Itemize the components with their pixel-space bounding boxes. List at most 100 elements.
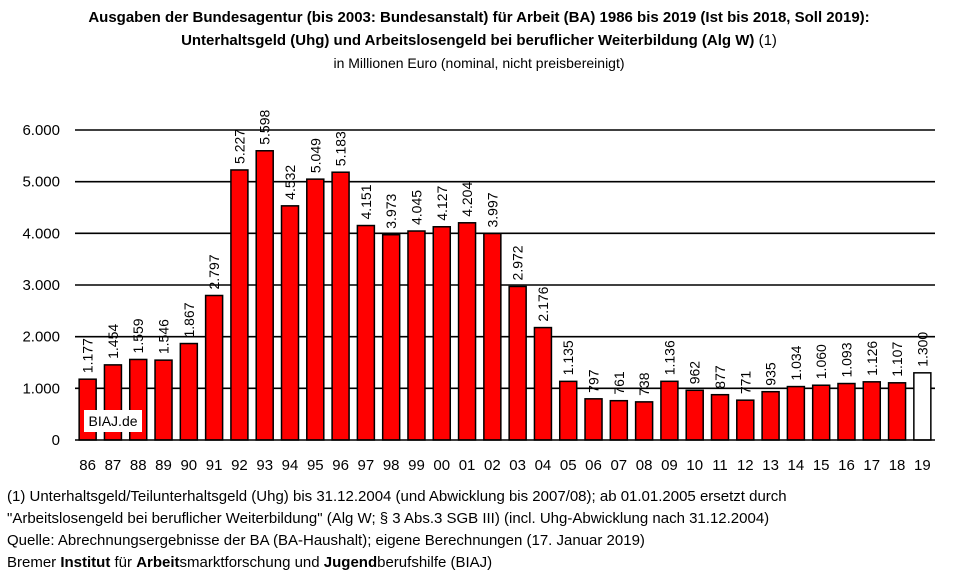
institute-part: Jugend <box>323 554 378 571</box>
x-tick-label: 94 <box>282 457 299 474</box>
bar <box>887 382 907 441</box>
bar <box>508 285 527 441</box>
bar <box>230 169 249 441</box>
institute-part: für <box>110 554 137 571</box>
x-tick-label: 96 <box>332 457 349 474</box>
bar-value-label: 3.997 <box>484 192 500 227</box>
x-tick-label: 07 <box>610 457 627 474</box>
y-tick-label: 3.000 <box>22 277 60 294</box>
x-tick-label: 03 <box>509 457 526 474</box>
footnote-line2: "Arbeitslosengeld bei beruflicher Weiter… <box>7 510 770 527</box>
bar <box>786 385 806 441</box>
y-tick-label: 1.000 <box>22 380 60 397</box>
bar <box>381 233 401 441</box>
bar-value-label: 5.049 <box>307 138 323 173</box>
chart-title-line2: Unterhaltsgeld (Uhg) und Arbeitslosengel… <box>0 31 958 50</box>
institute-part: Bremer <box>7 554 61 571</box>
x-tick-label: 06 <box>585 457 602 474</box>
bar <box>811 384 831 441</box>
bar-value-label: 797 <box>586 369 602 393</box>
bar <box>710 393 730 441</box>
bar-value-label: 1.107 <box>889 342 905 377</box>
bar <box>457 222 477 441</box>
y-tick-label: 5.000 <box>22 174 60 191</box>
x-tick-label: 16 <box>838 457 855 474</box>
bar-value-label: 962 <box>687 361 703 385</box>
bar <box>483 232 502 441</box>
x-tick-label: 13 <box>762 457 779 474</box>
bar <box>356 224 376 441</box>
x-tick-label: 09 <box>661 457 678 474</box>
bar <box>736 399 755 441</box>
bar <box>685 389 704 441</box>
x-tick-label: 97 <box>358 457 375 474</box>
footnotes: (1) Unterhaltsgeld/Teilunterhaltsgeld (U… <box>7 486 787 574</box>
bar <box>913 372 932 441</box>
bar <box>558 380 578 441</box>
bar <box>862 381 882 441</box>
x-tick-label: 91 <box>206 457 223 474</box>
chart-title-line2-note: (1) <box>754 32 777 49</box>
bar <box>837 382 856 441</box>
x-tick-label: 92 <box>231 457 248 474</box>
bar <box>584 398 603 441</box>
x-tick-label: 90 <box>180 457 197 474</box>
bar-chart: 0 1.000 2.000 3.000 4.000 5.000 6.000 1.177 86 1.… <box>22 110 935 474</box>
chart-title: Ausgaben der Bundesagentur (bis 2003: Bu… <box>88 9 870 26</box>
y-tick-label: 0 <box>52 432 60 449</box>
x-tick-label: 04 <box>535 457 552 474</box>
y-tick-label: 2.000 <box>22 329 60 346</box>
bar <box>634 401 654 441</box>
bar-value-label: 1.867 <box>181 302 197 337</box>
institute-part: Arbeit <box>136 554 180 571</box>
x-tick-label: 10 <box>686 457 703 474</box>
bar-value-label: 771 <box>737 371 753 395</box>
x-tick-label: 00 <box>433 457 450 474</box>
bar <box>331 171 350 441</box>
x-tick-label: 11 <box>712 457 728 474</box>
y-tick-label: 4.000 <box>22 225 60 242</box>
x-tick-label: 88 <box>130 457 147 474</box>
bar-value-label: 4.151 <box>358 184 374 219</box>
bar-value-label: 1.093 <box>838 342 854 377</box>
bar <box>179 342 199 441</box>
bar <box>204 294 224 441</box>
bar <box>533 326 553 441</box>
x-tick-label: 19 <box>914 457 931 474</box>
bar <box>609 399 629 441</box>
bar-value-label: 761 <box>611 371 627 395</box>
chart-title-line2-bold: Unterhaltsgeld (Uhg) und Arbeitslosengel… <box>181 32 755 49</box>
bar <box>280 205 300 441</box>
bar-value-label: 738 <box>636 372 652 396</box>
bar <box>255 150 274 441</box>
x-tick-label: 89 <box>155 457 172 474</box>
y-tick-label: 6.000 <box>22 122 60 139</box>
bar-value-label: 1.126 <box>864 341 880 376</box>
x-tick-label: 95 <box>307 457 324 474</box>
x-tick-label: 12 <box>737 457 754 474</box>
bar-value-label: 3.973 <box>383 193 399 228</box>
bar-value-label: 935 <box>763 362 779 386</box>
bar-value-label: 1.136 <box>661 340 677 375</box>
x-tick-label: 98 <box>383 457 400 474</box>
x-tick-label: 86 <box>79 457 96 474</box>
bar-value-label: 4.127 <box>434 186 450 221</box>
bar-value-label: 1.300 <box>914 332 930 367</box>
bar-value-label: 2.176 <box>535 286 551 321</box>
bar-value-label: 1.559 <box>130 318 146 353</box>
footnote-source: Quelle: Abrechnungsergebnisse der BA (BA… <box>7 532 645 549</box>
x-tick-label: 08 <box>636 457 653 474</box>
watermark-box <box>84 410 142 432</box>
footnote-line1: (1) Unterhaltsgeld/Teilunterhaltsgeld (U… <box>7 488 787 505</box>
x-tick-label: 01 <box>459 457 476 474</box>
institute-part: berufshilfe (BIAJ) <box>377 554 493 571</box>
bar-value-label: 4.045 <box>408 190 424 225</box>
x-tick-label: 05 <box>560 457 577 474</box>
bar <box>660 380 679 441</box>
x-tick-label: 87 <box>105 457 122 474</box>
x-tick-label: 02 <box>484 457 501 474</box>
x-tick-label: 18 <box>889 457 906 474</box>
x-tick-label: 15 <box>813 457 830 474</box>
bar-value-label: 2.972 <box>510 245 526 280</box>
bar-value-label: 1.135 <box>560 340 576 375</box>
